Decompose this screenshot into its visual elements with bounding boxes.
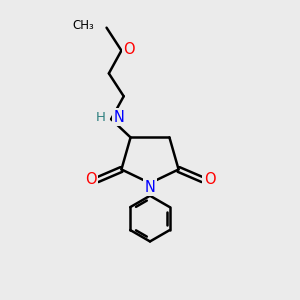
- Text: N: N: [113, 110, 124, 125]
- Text: N: N: [145, 180, 155, 195]
- Text: O: O: [124, 42, 135, 57]
- Text: O: O: [204, 172, 215, 187]
- Text: CH₃: CH₃: [72, 19, 94, 32]
- Text: O: O: [85, 172, 96, 187]
- Text: H: H: [95, 111, 105, 124]
